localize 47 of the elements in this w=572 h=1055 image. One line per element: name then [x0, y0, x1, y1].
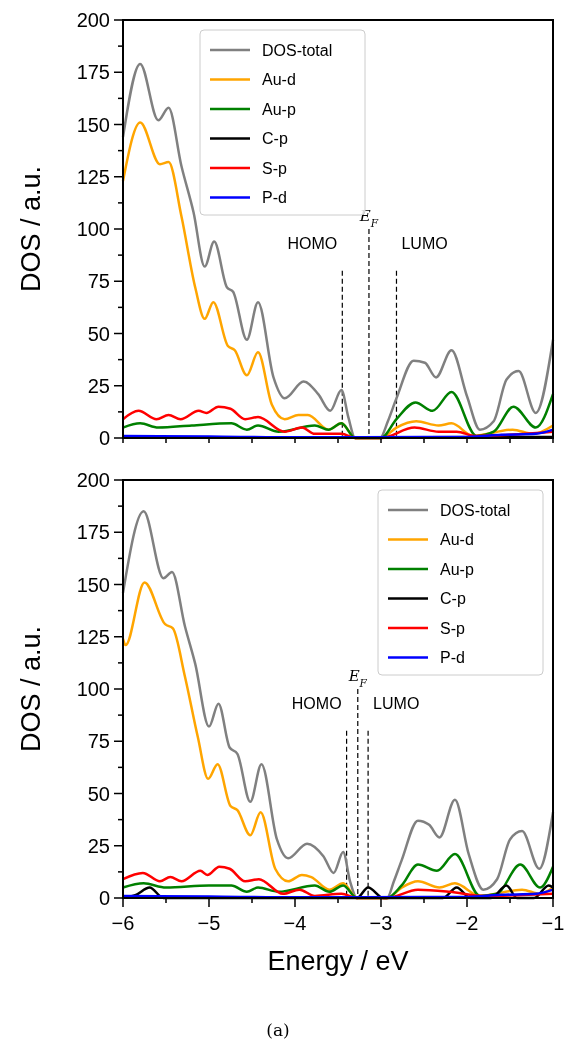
legend-label: C-p — [440, 590, 466, 608]
x-tick-label: −1 — [541, 912, 565, 934]
legend-label: S-p — [262, 159, 287, 177]
y-tick-label: 75 — [87, 270, 110, 293]
y-tick-label: 0 — [98, 887, 110, 909]
x-tick-label: −6 — [111, 912, 135, 934]
legend-label: DOS-total — [262, 41, 333, 59]
ref-line-label: E$_{F}$ — [358, 207, 379, 229]
legend-label: DOS-total — [440, 501, 511, 519]
y-tick-label: 200 — [76, 469, 110, 491]
legend-label: Au-d — [440, 531, 474, 549]
x-tick-label: −2 — [455, 912, 479, 934]
x-tick-label: −4 — [283, 912, 307, 934]
y-tick-label: 125 — [76, 165, 110, 188]
legend-label: Au-p — [262, 100, 296, 118]
y-tick-label: 0 — [98, 427, 110, 449]
ref-line-label: LUMO — [401, 234, 448, 252]
y-axis-title: DOS / a.u. — [16, 165, 46, 293]
line-series — [121, 888, 555, 899]
y-tick-label: 25 — [87, 374, 110, 397]
y-tick-label: 150 — [76, 573, 110, 596]
y-tick-label: 75 — [87, 730, 110, 753]
legend-label: P-d — [262, 189, 287, 207]
legend-label: C-p — [262, 130, 288, 148]
ref-line-label: E$_{F}$ — [347, 667, 368, 689]
y-tick-label: 25 — [87, 834, 110, 857]
legend-label: Au-p — [440, 560, 474, 578]
legend-label: Au-d — [262, 71, 296, 89]
y-tick-label: 50 — [87, 782, 110, 805]
ref-line-label: HOMO — [287, 234, 338, 252]
y-tick-label: 200 — [76, 9, 110, 31]
x-tick-label: −3 — [369, 912, 393, 934]
legend-label: S-p — [440, 619, 465, 637]
y-tick-label: 50 — [87, 322, 110, 345]
text: (a) — [266, 1020, 290, 1040]
y-axis-title: DOS / a.u. — [16, 625, 46, 753]
y-tick-label: 175 — [76, 61, 110, 84]
y-tick-label: 175 — [76, 521, 110, 544]
legend-label: P-d — [440, 649, 465, 667]
y-tick-label: 100 — [76, 218, 110, 240]
y-tick-label: 150 — [76, 113, 110, 136]
x-axis-title: Energy / eV — [267, 946, 409, 976]
x-tick-label: −5 — [197, 912, 221, 934]
y-tick-label: 100 — [76, 678, 110, 700]
ref-line-label: LUMO — [373, 694, 420, 712]
y-tick-label: 125 — [76, 625, 110, 648]
ref-line-label: HOMO — [291, 694, 342, 712]
